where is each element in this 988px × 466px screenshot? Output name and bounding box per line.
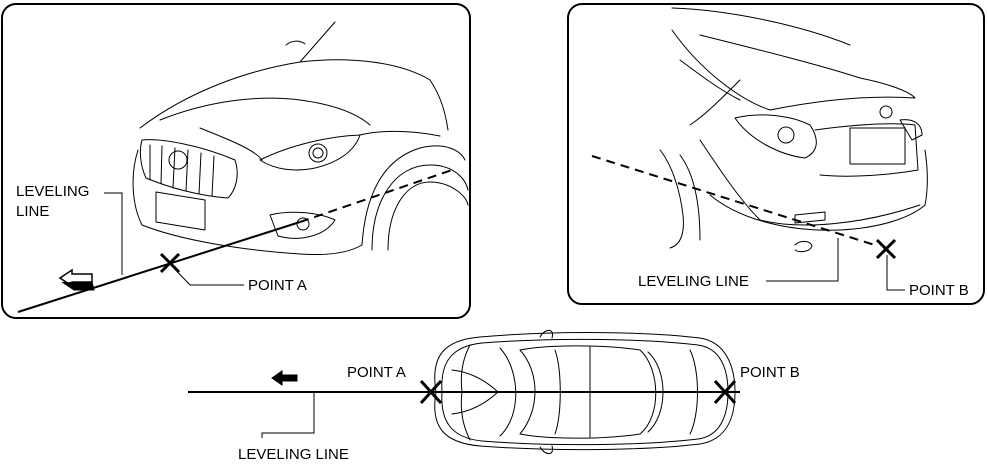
rear-leveling-line-label: LEVELING LINE (638, 273, 749, 290)
rear-point-b-cross-icon (875, 238, 897, 260)
top-point-a-cross-icon (419, 379, 443, 405)
rear-view-panel: POINT B LEVELING LINE (567, 3, 985, 305)
front-leveling-line-dashed (299, 169, 453, 223)
top-view: POINT A POINT B LEVELING LINE (188, 329, 800, 463)
rear-point-b-leader (886, 255, 905, 291)
front-view-panel: POINT A LEVELING LINE (1, 3, 471, 319)
front-panel-frame (1, 3, 471, 319)
rear-point-b-label: POINT B (909, 282, 969, 299)
front-leveling-line-leader (104, 192, 123, 275)
top-point-a-label: POINT A (347, 364, 406, 381)
rear-leveling-line-dashed (591, 155, 879, 247)
top-direction-arrow-icon (271, 370, 298, 386)
top-leveling-line-label: LEVELING LINE (238, 446, 349, 463)
front-point-a-cross-icon (159, 252, 181, 274)
rear-panel-frame (567, 3, 985, 305)
front-point-a-leader (170, 264, 244, 286)
rear-leveling-line-leader (766, 238, 839, 282)
front-leveling-line-label-2: LINE (16, 203, 49, 220)
front-car-drawing (132, 21, 469, 255)
front-leveling-line (17, 221, 301, 313)
rear-car-drawing (659, 7, 928, 253)
front-direction-arrow-shadow-icon (61, 281, 95, 291)
top-point-b-cross-icon (713, 379, 737, 405)
top-point-b-label: POINT B (740, 364, 800, 381)
front-leveling-line-label-1: LEVELING (16, 183, 89, 200)
top-leveling-line-leader (261, 392, 315, 438)
front-point-a-label: POINT A (248, 277, 307, 294)
